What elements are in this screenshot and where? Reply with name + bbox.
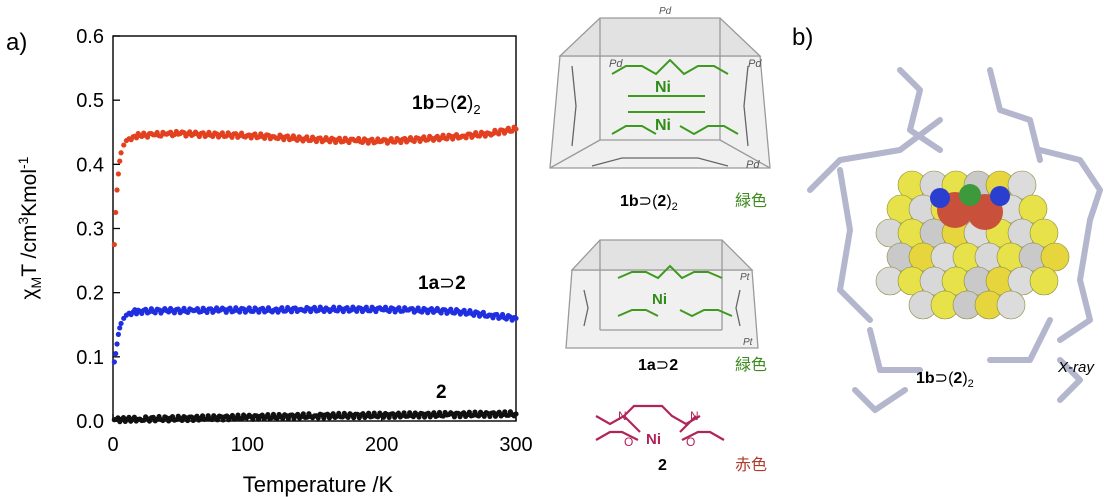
data-point bbox=[114, 341, 120, 347]
xray-compound-label: 1b⊃(2)2 bbox=[916, 370, 974, 390]
pd-label: Pd bbox=[746, 159, 760, 171]
data-point bbox=[121, 142, 127, 148]
ni-complex-drawing-middle bbox=[617, 264, 733, 318]
series-label-2: 2 bbox=[436, 382, 447, 403]
data-point bbox=[117, 158, 123, 164]
xray-tag: X-ray bbox=[1057, 359, 1095, 376]
y-tick-label: 0.4 bbox=[76, 154, 104, 176]
data-point bbox=[496, 131, 502, 137]
data-point bbox=[115, 171, 121, 177]
data-point bbox=[113, 209, 119, 216]
y-tick-label: 0.3 bbox=[76, 219, 104, 241]
atom-sphere bbox=[1040, 242, 1070, 272]
y-axis-label: χMT /cm3Kmol-1 bbox=[15, 156, 44, 299]
data-point bbox=[111, 241, 117, 248]
data-point bbox=[513, 315, 519, 321]
structure-2: Ni N N O O 2 赤色 bbox=[595, 404, 767, 474]
pt-label: Pt bbox=[743, 337, 754, 348]
y-tick-label: 0.2 bbox=[76, 283, 104, 305]
data-point bbox=[117, 325, 123, 331]
atom-sphere bbox=[1029, 266, 1059, 296]
ni-complex-drawing-bottom bbox=[595, 404, 725, 441]
chart: 0.0 0.1 0.2 0.3 0.4 0.5 0.6 0 100 200 300 χMT /cm… bbox=[15, 26, 533, 497]
color-label-middle: 緑色 bbox=[735, 356, 767, 374]
xray-structure: 1b⊃(2)2 X-ray bbox=[807, 67, 1103, 413]
pt-label: Pt bbox=[740, 272, 751, 283]
atom-sphere bbox=[930, 188, 950, 208]
pd-label: Pd bbox=[609, 58, 623, 70]
structure-1b-2-2: Ni Ni Pd Pd Pd Pd 1b⊃(2)2 緑色 bbox=[549, 6, 771, 213]
x-tick-label: 200 bbox=[365, 434, 398, 456]
cage-drawing-middle bbox=[565, 239, 759, 349]
data-point bbox=[111, 359, 117, 365]
color-label-bottom: 赤色 bbox=[735, 456, 767, 474]
x-axis: 0 100 200 300 bbox=[107, 414, 533, 456]
atom-sphere bbox=[1007, 170, 1037, 200]
data-point bbox=[513, 411, 519, 417]
atom-sphere bbox=[1018, 194, 1048, 224]
structure-label-bottom: 2 bbox=[658, 457, 667, 474]
data-point bbox=[113, 351, 119, 357]
data-point bbox=[118, 150, 124, 156]
ni-atom-label: Ni bbox=[646, 431, 661, 448]
n-atom-label: N bbox=[690, 409, 699, 423]
atom-sphere bbox=[1029, 218, 1059, 248]
data-point bbox=[513, 126, 519, 132]
structure-label-middle: 1a⊃2 bbox=[638, 357, 678, 374]
x-tick-label: 0 bbox=[107, 434, 118, 456]
structure-1a-2: Ni Pt Pt 1a⊃2 緑色 bbox=[565, 239, 767, 374]
data-point bbox=[118, 320, 124, 327]
panel-label-a: a) bbox=[6, 29, 27, 56]
atom-sphere bbox=[996, 290, 1026, 320]
y-tick-label: 0.6 bbox=[76, 26, 104, 48]
y-tick-label: 0.1 bbox=[76, 347, 104, 369]
x-axis-label: Temperature /K bbox=[243, 472, 394, 497]
ni-atom-label: Ni bbox=[652, 291, 667, 308]
cage-sticks bbox=[807, 67, 1103, 413]
ni-complex-drawing-top bbox=[611, 58, 739, 136]
atom-sphere bbox=[959, 184, 981, 206]
panel-label-b: b) bbox=[792, 24, 813, 51]
data-points bbox=[111, 124, 519, 425]
x-tick-label: 100 bbox=[231, 434, 264, 456]
series-label-1a2: 1a⊃2 bbox=[418, 273, 466, 294]
data-point bbox=[114, 187, 120, 193]
ni-atom-label: Ni bbox=[655, 79, 671, 96]
x-tick-label: 300 bbox=[499, 434, 532, 456]
series-label-1b2-2: 1b⊃(2)2 bbox=[412, 93, 481, 117]
structure-label-top: 1b⊃(2)2 bbox=[620, 193, 678, 213]
o-atom-label: O bbox=[686, 435, 695, 449]
space-filling-guest bbox=[875, 170, 1070, 320]
o-atom-label: O bbox=[624, 435, 633, 449]
pd-label: Pd bbox=[659, 6, 672, 17]
color-label-top: 緑色 bbox=[735, 192, 767, 210]
n-atom-label: N bbox=[618, 409, 627, 423]
y-tick-label: 0.0 bbox=[76, 411, 104, 433]
pd-label: Pd bbox=[748, 58, 762, 70]
data-point bbox=[115, 331, 121, 337]
series-1 bbox=[111, 124, 519, 248]
y-tick-label: 0.5 bbox=[76, 90, 104, 112]
ni-atom-label: Ni bbox=[655, 117, 671, 134]
series-3 bbox=[111, 409, 519, 425]
series-2 bbox=[111, 304, 519, 365]
y-axis: 0.0 0.1 0.2 0.3 0.4 0.5 0.6 bbox=[76, 26, 120, 433]
atom-sphere bbox=[990, 186, 1010, 206]
